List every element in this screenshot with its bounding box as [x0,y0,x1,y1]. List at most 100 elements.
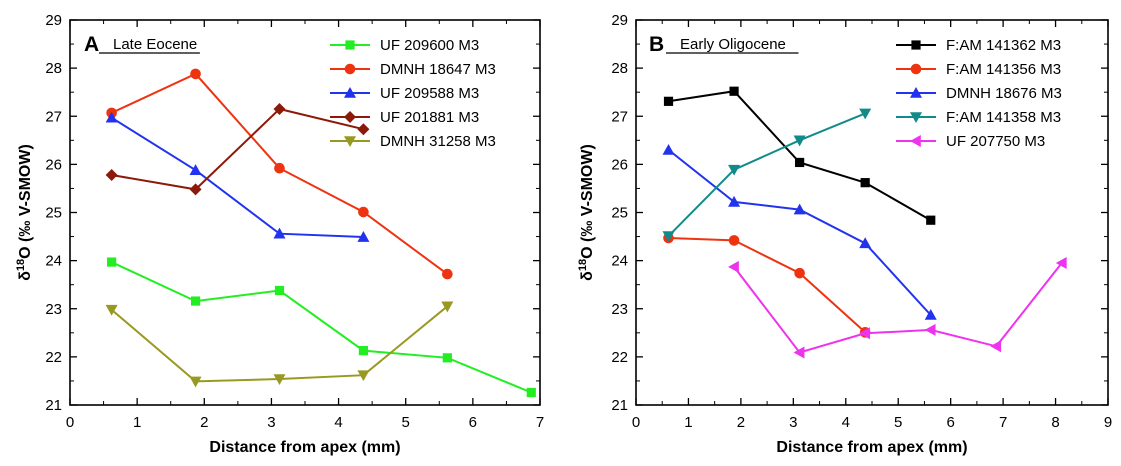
data-point [105,304,118,316]
data-point [357,231,370,242]
series-b-2 [663,232,871,338]
legend-marker [910,63,922,75]
data-point [990,340,1002,353]
data-point [107,257,117,267]
data-point [662,143,675,155]
x-tick-label: 5 [894,414,902,431]
data-point [663,96,674,106]
legend-label: DMNH 31258 M3 [380,133,496,150]
legend-item: F:AM 141362 M3 [896,37,1061,54]
data-point [793,135,806,147]
x-tick-label: 7 [536,414,544,431]
series-b-3 [662,143,937,320]
data-point [274,162,285,174]
data-point [859,108,872,120]
y-tick-label: 21 [45,397,62,414]
y-axis-title-delta: δ [579,271,596,281]
data-point [526,387,536,398]
x-tick-label: 6 [469,414,477,431]
y-tick-label: 23 [611,301,628,318]
series-b-5 [728,257,1067,359]
y-tick-label: 23 [45,301,62,318]
data-point [105,168,118,181]
x-tick-label: 7 [999,414,1007,431]
data-point [189,376,202,388]
legend-marker [911,40,921,50]
legend-item: DMNH 31258 M3 [330,133,496,150]
data-point [793,346,805,359]
x-tick-label: 2 [200,414,208,431]
data-point [441,301,454,313]
x-axis-title: Distance from apex (mm) [209,439,400,456]
data-point [795,157,805,168]
data-point [273,374,286,386]
legend-item: UF 207750 M3 [896,133,1045,150]
series-a-1 [107,257,536,398]
data-point [729,86,739,96]
legend-label: UF 209600 M3 [380,37,479,54]
x-tick-label: 1 [133,414,141,431]
panel-letter: B [649,33,664,56]
y-tick-label: 22 [45,349,62,366]
data-point [442,268,453,280]
data-point [1055,257,1067,270]
data-point [189,164,202,175]
data-point [793,203,806,215]
legend-marker [910,112,922,123]
legend-label: F:AM 141356 M3 [946,61,1061,78]
data-point [442,353,452,363]
data-point [728,164,741,176]
legend-label: DMNH 18647 M3 [380,61,496,78]
data-point [190,68,201,80]
series-a-5 [105,301,454,388]
data-point [357,123,370,136]
data-point [794,267,805,279]
series-line [668,90,932,222]
legend-marker [344,87,356,98]
series-a-3 [105,111,370,242]
y-axis-title: δ18O (‰ V-SMOW) [15,144,34,281]
y-tick-label: 27 [45,108,62,125]
series-a-4 [105,103,370,196]
legend-marker [910,87,922,98]
data-point [860,178,870,188]
data-point [105,111,118,123]
y-tick-label: 26 [45,156,62,173]
legend-label: UF 207750 M3 [946,133,1045,150]
x-tick-label: 8 [1051,414,1059,431]
series-line [667,112,866,237]
y-tick-label: 28 [611,60,628,77]
x-tick-label: 0 [66,414,74,431]
series-line [733,262,1063,354]
legend-item: DMNH 18676 M3 [896,85,1062,102]
x-tick-label: 3 [789,414,797,431]
x-tick-label: 5 [402,414,410,431]
series-line [111,107,364,191]
y-axis-title-superscript: 18 [577,259,589,271]
data-point [926,215,936,225]
series-line [668,237,866,334]
data-point [189,183,202,196]
y-tick-label: 27 [611,108,628,125]
data-point [273,227,286,239]
y-tick-label: 29 [45,12,62,29]
data-point [358,346,369,356]
y-axis-title-superscript: 18 [15,259,27,271]
y-tick-label: 22 [611,349,628,366]
data-point [273,103,286,116]
legend-label: DMNH 18676 M3 [946,85,1062,102]
y-axis-title: δ18O (‰ V-SMOW) [577,144,596,281]
y-axis-title-delta: δ [17,271,34,281]
legend-marker [344,136,356,147]
y-axis-title-rest: O (‰ V-SMOW) [17,144,34,259]
x-tick-label: 4 [842,414,850,431]
data-point [728,195,741,207]
legend-marker [345,40,355,50]
data-point [859,237,872,249]
data-point [924,309,937,320]
data-point [728,260,739,273]
series-b-4 [662,108,872,243]
